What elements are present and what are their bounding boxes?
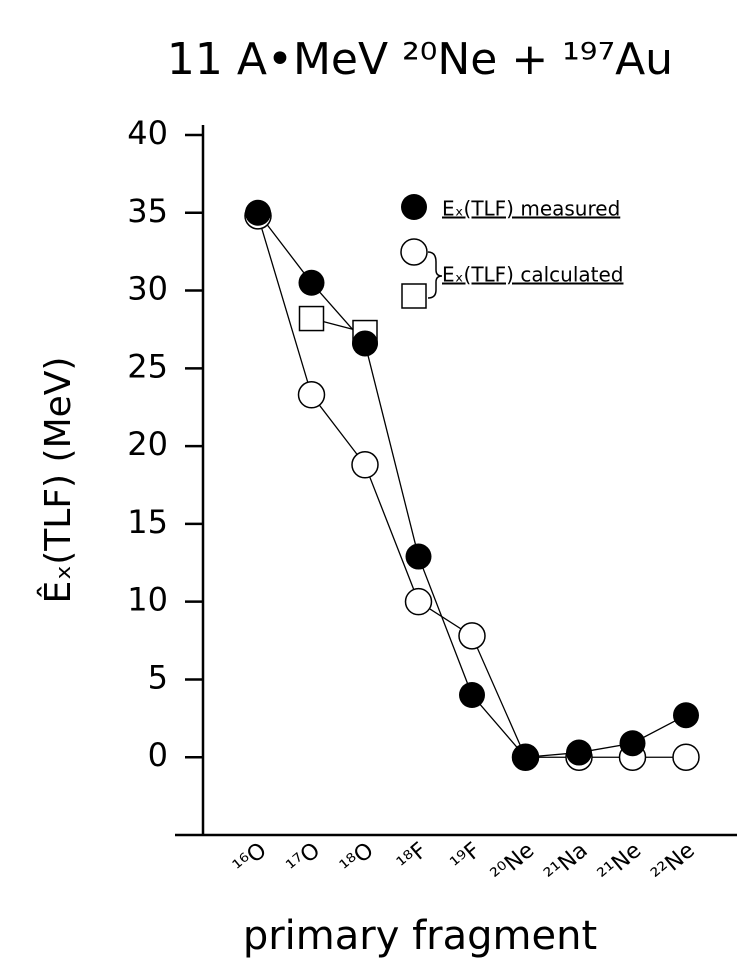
x-tick-label: ¹⁸F: [393, 838, 432, 877]
legend-brace: [427, 251, 443, 299]
x-tick-label: ¹⁶O: [229, 838, 272, 880]
y-axis-label: Êₓ(TLF) (MeV): [37, 357, 79, 604]
data-point: [566, 739, 592, 766]
data-point: [405, 543, 432, 570]
x-tick-label: ¹⁷O: [282, 838, 325, 880]
y-tick-label: 40: [127, 114, 168, 152]
data-point: [459, 682, 485, 708]
chart-title: 11 A•MeV ²⁰Ne + ¹⁹⁷Au: [167, 34, 673, 85]
series-line: [257, 215, 686, 758]
y-tick-label: 30: [127, 270, 168, 308]
series-line: [257, 212, 687, 758]
data-point: [458, 622, 486, 650]
y-tick-label: 25: [127, 347, 168, 385]
legend-marker: [401, 283, 427, 309]
y-tick-label: 10: [127, 581, 168, 619]
legend-label: Eₓ(TLF) calculated: [442, 263, 623, 287]
data-point: [673, 702, 699, 729]
data-point: [298, 269, 325, 296]
x-tick-label: ²¹Ne: [594, 838, 647, 888]
y-tick-label: 5: [148, 658, 168, 696]
legend-marker: [400, 238, 428, 266]
data-point: [512, 744, 539, 771]
y-tick-label: 35: [127, 192, 168, 230]
data-point: [298, 305, 325, 332]
data-point: [351, 451, 379, 479]
legend-marker: [401, 194, 427, 220]
y-tick-label: 0: [148, 736, 168, 774]
x-tick-label: ¹⁸O: [336, 838, 379, 880]
y-tick-label: 15: [127, 503, 168, 541]
data-point: [297, 381, 326, 409]
data-point: [404, 587, 433, 616]
x-tick-label: ²⁰Ne: [487, 838, 540, 888]
y-tick-label: 20: [127, 425, 168, 463]
data-point: [245, 199, 271, 226]
data-point: [672, 743, 700, 771]
x-tick-label: ²²Ne: [647, 838, 700, 888]
data-point: [352, 330, 378, 357]
legend-label: Eₓ(TLF) measured: [442, 197, 620, 221]
x-tick-label: ²¹Na: [540, 838, 593, 888]
x-axis-label: primary fragment: [243, 913, 597, 959]
x-tick-label: ¹⁹F: [446, 838, 485, 877]
data-point: [619, 730, 646, 757]
